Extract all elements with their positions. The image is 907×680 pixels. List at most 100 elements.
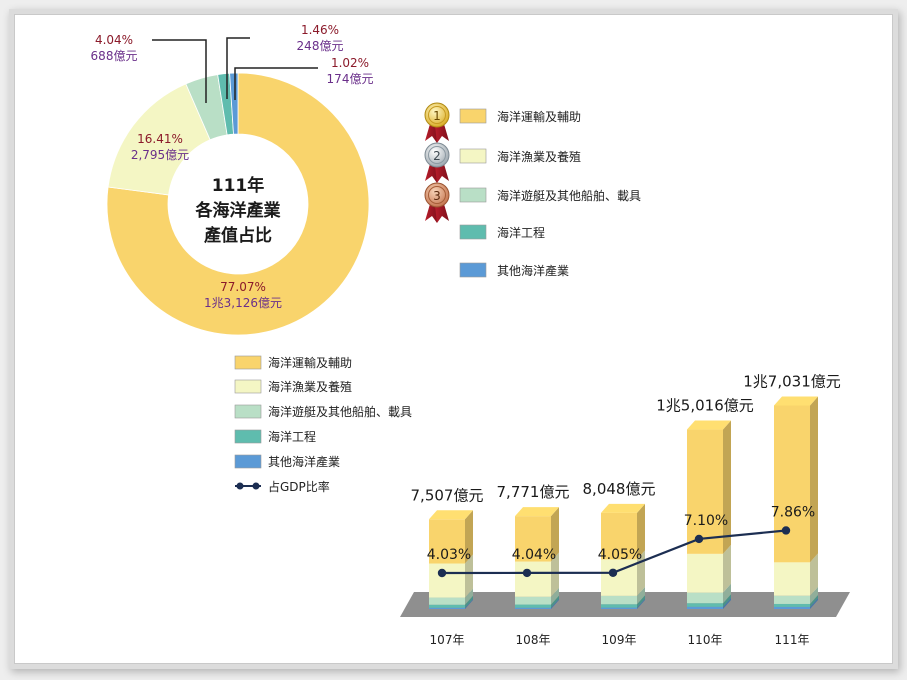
legend-bottom: 海洋運輸及輔助 海洋漁業及養殖 海洋遊艇及其他船舶、載具 海洋工程 其他海洋產業… xyxy=(234,355,412,494)
legend-top: 1 2 3 海洋運輸及輔助 海洋漁業及養殖 海洋遊艇及其他船舶、載具 海洋工程 … xyxy=(424,102,641,278)
pie-leader-lines xyxy=(152,37,318,103)
bar-side-yacht xyxy=(551,587,559,605)
bar-side-other xyxy=(810,597,818,609)
slice-pct-other: 1.02% xyxy=(331,56,369,70)
gdp-point-label: 4.05% xyxy=(598,547,642,563)
gdp-point-label: 4.04% xyxy=(512,547,556,563)
slice-value-engineering: 248億元 xyxy=(297,39,344,53)
x-tick-label: 111年 xyxy=(775,633,810,647)
gdp-point xyxy=(694,534,704,544)
bar-side-engineering xyxy=(723,594,731,607)
legend-line-marker xyxy=(252,482,260,490)
bar-side-fishery xyxy=(810,553,818,596)
x-tick-label: 109年 xyxy=(602,633,637,647)
pie-slice-other xyxy=(229,72,239,135)
legend-swatch-engineering xyxy=(459,224,487,240)
x-tick-label: 110年 xyxy=(688,633,723,647)
bar-side-transport xyxy=(637,503,645,560)
gdp-point xyxy=(781,526,791,535)
bar-segment-other xyxy=(774,606,810,609)
bar-side-fishery xyxy=(723,544,731,593)
bar-segment-transport xyxy=(687,429,723,554)
pie-title-line2: 各海洋產業 xyxy=(195,200,281,221)
bar-segment-other xyxy=(515,607,551,609)
bar-segment-engineering xyxy=(687,603,723,607)
x-tick-label: 107年 xyxy=(430,633,465,647)
slice-value-fishery: 2,795億元 xyxy=(131,148,189,162)
bar-segment-engineering xyxy=(601,604,637,608)
legend-swatch-fishery xyxy=(459,148,487,164)
legend-swatch-fishery xyxy=(234,379,262,394)
bar-side-transport xyxy=(551,507,559,562)
pie-slice-transport xyxy=(106,72,370,336)
legend-label-yacht: 海洋遊艇及其他船舶、載具 xyxy=(268,404,412,419)
legend-label-other: 其他海洋產業 xyxy=(268,454,340,469)
bar-top xyxy=(687,420,731,430)
legend-label-other: 其他海洋產業 xyxy=(497,263,569,278)
legend-label-yacht: 海洋遊艇及其他船舶、載具 xyxy=(497,188,641,203)
leader-line xyxy=(152,39,207,103)
gdp-point xyxy=(608,568,618,577)
bar-segment-yacht xyxy=(774,595,810,604)
bronze-medal-icon: 3 xyxy=(424,182,450,223)
legend-swatch-transport xyxy=(234,355,262,370)
legend-swatch-engineering xyxy=(234,429,262,444)
bar-segment-transport xyxy=(774,405,810,563)
bar-segment-fishery xyxy=(774,562,810,596)
slice-pct-engineering: 1.46% xyxy=(301,23,339,37)
bar-top xyxy=(515,507,559,517)
legend-label-fishery: 海洋漁業及養殖 xyxy=(497,149,581,164)
bar-segment-transport xyxy=(601,512,637,560)
bar-side-other xyxy=(723,597,731,609)
x-tick-label: 108年 xyxy=(516,633,551,647)
donut-chart xyxy=(106,72,370,336)
gdp-point-label: 4.03% xyxy=(427,547,471,563)
gdp-point-label: 7.10% xyxy=(684,513,728,529)
bar-side-engineering xyxy=(465,595,473,608)
bar-total-label: 1兆5,016億元 xyxy=(656,397,754,415)
slice-value-yacht: 688億元 xyxy=(91,49,138,63)
legend-label-transport: 海洋運輸及輔助 xyxy=(268,355,352,370)
bar-segment-transport xyxy=(515,516,551,562)
bar-side-transport xyxy=(810,396,818,563)
gdp-point xyxy=(437,568,447,578)
bar-segment-engineering xyxy=(774,603,810,607)
bar-segment-other xyxy=(601,607,637,609)
bar-side-fishery xyxy=(551,552,559,597)
leader-line xyxy=(226,37,250,99)
bar-segment-transport xyxy=(429,519,465,564)
bar-side-other xyxy=(551,598,559,609)
legend-swatch-transport xyxy=(459,108,487,124)
bar-segment-other xyxy=(429,607,465,609)
bar-total-label: 8,048億元 xyxy=(583,480,656,498)
bar-side-engineering xyxy=(551,595,559,608)
bar-top xyxy=(601,503,645,513)
bar-top xyxy=(774,396,818,406)
bar-total-label: 1兆7,031億元 xyxy=(743,372,841,390)
slice-pct-fishery: 16.41% xyxy=(137,132,183,146)
gdp-point xyxy=(522,568,532,578)
bar-total-label: 7,771億元 xyxy=(497,483,570,501)
bar-segment-other xyxy=(687,606,723,609)
bar-segment-fishery xyxy=(687,553,723,593)
legend-swatch-yacht xyxy=(234,404,262,419)
bar-side-engineering xyxy=(810,594,818,607)
bar-segment-yacht xyxy=(687,592,723,604)
legend-label-engineering: 海洋工程 xyxy=(268,429,316,444)
bar-side-transport xyxy=(723,420,731,554)
silver-medal-icon: 2 xyxy=(424,142,450,183)
slice-value-other: 174億元 xyxy=(327,72,374,86)
medal-number: 2 xyxy=(433,149,441,163)
legend-label-transport: 海洋運輸及輔助 xyxy=(497,109,581,124)
pie-title-line1: 111年 xyxy=(212,175,265,196)
legend-swatch-other xyxy=(459,262,487,278)
bar-segment-engineering xyxy=(515,604,551,608)
gold-medal-icon: 1 xyxy=(424,102,450,143)
bar-segment-fishery xyxy=(429,563,465,598)
legend-swatch-other xyxy=(234,454,262,469)
pie-title-line3: 產值占比 xyxy=(204,225,272,246)
slice-pct-yacht: 4.04% xyxy=(95,33,133,47)
gdp-line: 4.03% 4.04% 4.05% 7.10% 7.86% xyxy=(427,504,815,578)
slice-pct-transport: 77.07% xyxy=(220,280,266,294)
